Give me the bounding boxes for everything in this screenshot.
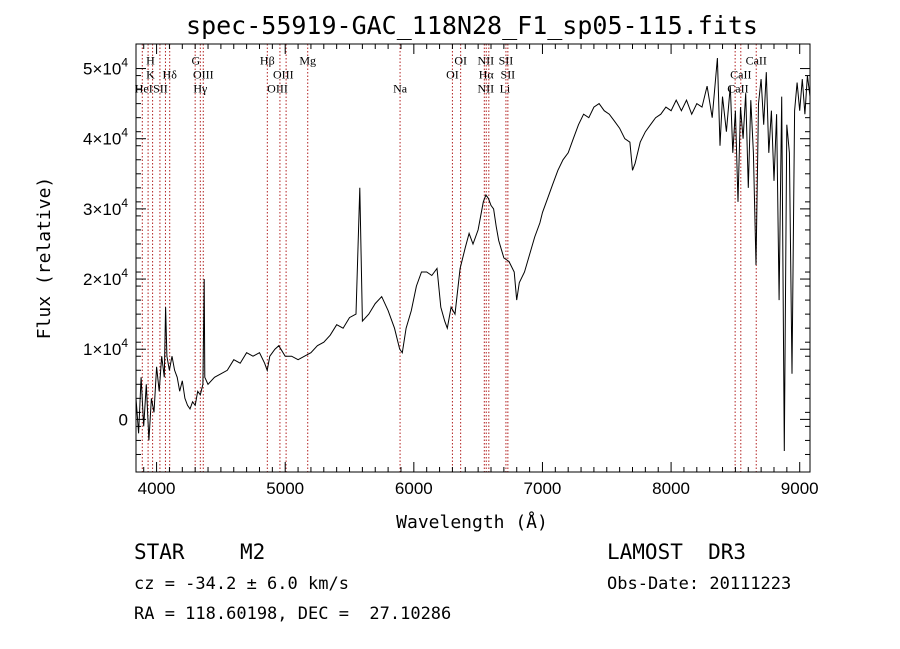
survey-name: LAMOST DR3 [607, 540, 747, 564]
line-label: Hγ [193, 81, 208, 95]
line-label: NII [478, 81, 495, 95]
x-tick-label: 6000 [395, 479, 433, 498]
object-subclass: M2 [240, 540, 266, 564]
y-tick-label: 2×104 [83, 266, 128, 289]
x-tick-label: 9000 [781, 479, 819, 498]
x-tick-label: 7000 [524, 479, 562, 498]
y-tick-label: 0 [119, 410, 128, 429]
x-tick-label: 4000 [138, 479, 176, 498]
line-label: Na [393, 81, 408, 95]
line-label: OIII [273, 67, 294, 81]
x-axis-label: Wavelength (Å) [396, 511, 548, 533]
line-label: SII [153, 81, 168, 95]
x-tick-label: 5000 [266, 479, 304, 498]
line-label: Mg [299, 53, 316, 67]
line-label: OI [446, 67, 459, 81]
redshift-cz: cz = -34.2 ± 6.0 km/s [134, 574, 349, 594]
chart-title: spec-55919-GAC_118N28_F1_sp05-115.fits [186, 11, 758, 40]
observation-date: Obs-Date: 20111223 [607, 574, 792, 594]
line-label: Li [500, 81, 511, 95]
spectrum-line [135, 57, 811, 452]
line-label: Hβ [260, 53, 275, 67]
x-tick-label: 8000 [652, 479, 690, 498]
object-class: STAR [134, 540, 185, 564]
line-label: Hα [479, 67, 495, 81]
line-label: SII [499, 53, 514, 67]
x-axis-ticks: 4000 5000 6000 7000 8000 9000 [138, 44, 819, 498]
line-label: K [146, 67, 155, 81]
y-axis-label: Flux (relative) [34, 177, 55, 340]
y-axis-ticks: 0 1×104 2×104 3×104 4×104 5×104 [83, 56, 810, 455]
line-label: NII [478, 53, 495, 67]
line-label: OI [454, 53, 467, 67]
line-label: OIII [267, 81, 288, 95]
line-label: CaII [730, 67, 751, 81]
coordinates: RA = 118.60198, DEC = 27.10286 [134, 604, 452, 624]
line-label: Hδ [163, 67, 178, 81]
y-tick-label: 3×104 [83, 196, 128, 219]
line-label: CaII [727, 81, 748, 95]
plot-frame [135, 43, 811, 473]
y-tick-label: 4×104 [83, 126, 128, 149]
line-label: SII [501, 67, 516, 81]
line-label: HeI [135, 81, 153, 95]
line-label: OIII [193, 67, 214, 81]
y-tick-label: 1×104 [83, 336, 128, 359]
spectral-line-markers [141, 44, 757, 472]
line-label: G [191, 53, 200, 67]
y-tick-label: 5×104 [83, 56, 128, 79]
line-label: CaII [746, 53, 767, 67]
line-label: H [146, 53, 155, 67]
